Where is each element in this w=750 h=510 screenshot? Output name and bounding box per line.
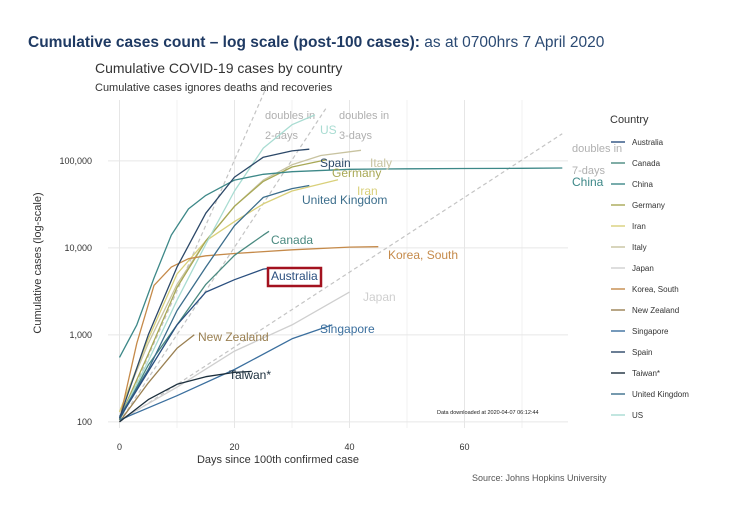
- legend-label-united-kingdom: United Kingdom: [632, 390, 689, 399]
- series-label-singapore: Singapore: [320, 322, 375, 336]
- reference-label: 3-days: [339, 130, 373, 142]
- reference-line: [118, 81, 270, 423]
- x-tick-label: 20: [229, 442, 239, 452]
- legend-label-china: China: [632, 180, 653, 189]
- series-line-canada: [118, 230, 270, 421]
- y-tick-label: 100: [77, 417, 92, 427]
- series-line-spain: [118, 148, 310, 419]
- series-line-singapore: [119, 324, 333, 421]
- series-label-australia: Australia: [271, 269, 318, 283]
- legend-label-spain: Spain: [632, 348, 652, 357]
- legend-label-italy: Italy: [632, 243, 647, 252]
- series-line-china: [118, 167, 563, 358]
- reference-label: 2-days: [265, 130, 299, 142]
- series-line-united-kingdom: [118, 184, 310, 417]
- headline: Cumulative cases count – log scale (post…: [28, 34, 604, 52]
- legend-label-australia: Australia: [632, 138, 664, 147]
- legend-label-korea-south: Korea, South: [632, 285, 679, 294]
- series-label-germany: Germany: [332, 166, 381, 180]
- headline-date: as at 0700hrs 7 April 2020: [419, 34, 605, 51]
- x-axis-title: Days since 100th confirmed case: [197, 454, 359, 466]
- chart-subtitle: Cumulative cases ignores deaths and reco…: [95, 82, 333, 94]
- legend-title: Country: [610, 114, 649, 126]
- series-line-korea-south: [118, 246, 379, 421]
- legend-label-new-zealand: New Zealand: [632, 306, 679, 315]
- legend-label-canada: Canada: [632, 159, 661, 168]
- series-label-us: US: [320, 123, 337, 137]
- series-label-china: China: [572, 175, 604, 189]
- x-tick-label: 0: [117, 442, 122, 452]
- series-label-spain: Spain: [320, 156, 351, 170]
- x-tick-label: 40: [344, 442, 354, 452]
- series-label-japan: Japan: [363, 290, 396, 304]
- source-note: Source: Johns Hopkins University: [472, 473, 607, 483]
- legend-label-iran: Iran: [632, 222, 646, 231]
- series-line-new-zealand: [118, 334, 195, 423]
- series-label-united-kingdom: United Kingdom: [302, 193, 387, 207]
- chart-title: Cumulative COVID-19 cases by country: [95, 60, 343, 76]
- download-note: Data downloaded at 2020-04-07 06:12:44: [437, 410, 539, 416]
- series-line-japan: [119, 291, 350, 421]
- series-line-australia: [118, 267, 270, 419]
- reference-label: doubles in: [265, 110, 315, 122]
- y-tick-label: 100,000: [59, 156, 92, 166]
- reference-label: doubles in: [572, 143, 622, 155]
- series-label-taiwan: Taiwan*: [229, 368, 271, 382]
- legend-label-singapore: Singapore: [632, 327, 669, 336]
- y-tick-label: 1,000: [69, 330, 92, 340]
- series-label-canada: Canada: [271, 233, 313, 247]
- reference-label: doubles in: [339, 110, 389, 122]
- series-label-korea-south: Korea, South: [388, 248, 458, 262]
- y-tick-label: 10,000: [64, 243, 92, 253]
- legend-label-japan: Japan: [632, 264, 654, 273]
- headline-bold: Cumulative cases count – log scale (post…: [28, 34, 420, 51]
- series-label-new-zealand: New Zealand: [198, 330, 269, 344]
- legend-label-taiwan: Taiwan*: [632, 369, 660, 378]
- series-line-taiwan: [119, 370, 252, 423]
- series-line-us: [118, 114, 316, 419]
- series-label-italy: Italy: [370, 156, 392, 170]
- legend-label-germany: Germany: [632, 201, 665, 210]
- x-tick-label: 60: [459, 442, 469, 452]
- series-line-germany: [118, 159, 327, 419]
- legend-label-us: US: [632, 411, 643, 420]
- reference-label: 7-days: [572, 165, 606, 177]
- series-line-iran: [118, 179, 339, 413]
- australia-highlight-box: [266, 266, 323, 288]
- y-axis-title: Cumulative cases (log-scale): [32, 192, 44, 333]
- series-label-iran: Iran: [357, 184, 378, 198]
